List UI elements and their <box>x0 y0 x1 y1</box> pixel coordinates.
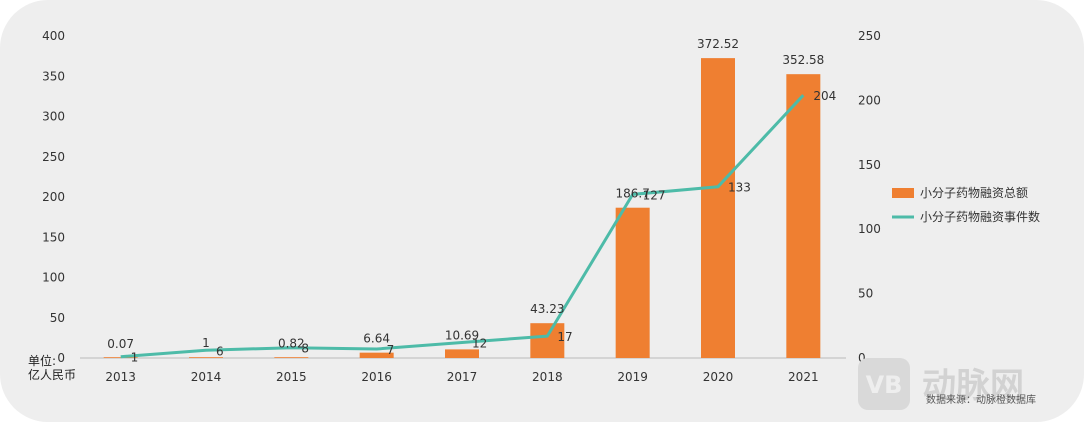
left-tick-label: 350 <box>42 69 65 83</box>
line-data-label: 17 <box>557 330 572 344</box>
x-tick-label: 2015 <box>276 370 307 384</box>
unit-label-line2: 亿人民币 <box>28 367 76 382</box>
x-tick-label: 2016 <box>361 370 392 384</box>
bar-data-label: 352.58 <box>782 53 824 67</box>
legend-line-label: 小分子药物融资事件数 <box>920 209 1040 224</box>
left-tick-label: 400 <box>42 29 65 43</box>
left-tick-label: 200 <box>42 190 65 204</box>
bar <box>786 74 821 359</box>
right-tick-label: 150 <box>858 158 881 172</box>
left-tick-label: 0 <box>57 351 65 365</box>
watermark-text: 动脉网 <box>922 366 1024 406</box>
watermark-logo-letters: VB <box>866 371 903 399</box>
bar-data-label: 372.52 <box>697 37 739 51</box>
bar-data-labels: 0.07 1 0.82 6.64 10.69 43.23 186.7 372.52 352.58 <box>107 37 824 351</box>
line-data-label: 127 <box>643 188 666 202</box>
right-tick-label: 50 <box>858 287 873 301</box>
bar-data-label: 10.69 <box>445 328 479 342</box>
left-tick-label: 100 <box>42 271 65 285</box>
left-tick-label: 150 <box>42 230 65 244</box>
line-data-label: 204 <box>813 89 836 103</box>
line-data-label: 7 <box>387 343 395 357</box>
x-tick-label: 2013 <box>105 370 136 384</box>
left-tick-label: 250 <box>42 150 65 164</box>
bar <box>701 58 735 358</box>
x-tick-label: 2018 <box>532 370 563 384</box>
left-tick-label: 50 <box>50 311 65 325</box>
legend: 小分子药物融资总额 小分子药物融资事件数 <box>892 186 1040 224</box>
x-tick-label: 2020 <box>703 370 734 384</box>
left-tick-label: 300 <box>42 110 65 124</box>
legend-bar-swatch <box>892 188 914 198</box>
right-tick-label: 250 <box>858 29 881 43</box>
x-tick-label: 2017 <box>447 370 478 384</box>
unit-label-line1: 单位: <box>28 353 56 368</box>
line-data-label: 133 <box>728 181 751 195</box>
bar <box>103 357 138 358</box>
bar-series <box>103 58 821 359</box>
bar <box>615 207 650 358</box>
bar-data-label: 0.07 <box>107 337 134 351</box>
bar-data-label: 0.82 <box>278 336 305 350</box>
line-data-label: 1 <box>131 351 139 365</box>
right-tick-label: 100 <box>858 222 881 236</box>
x-axis: 2013 2014 2015 2016 2017 2018 2019 2020 2021 <box>105 370 818 384</box>
watermark-logo-icon <box>858 358 910 410</box>
right-axis: 0 50 100 150 200 250 <box>858 29 881 365</box>
bar <box>274 357 309 358</box>
line-series <box>120 94 805 359</box>
x-tick-label: 2021 <box>788 370 819 384</box>
data-source: 数据来源：动脉橙数据库 <box>926 393 1036 406</box>
bar <box>189 357 223 358</box>
bar-data-label: 43.23 <box>530 302 564 316</box>
bar-data-label: 186.7 <box>615 187 649 201</box>
bar <box>530 323 565 358</box>
left-axis: 0 50 100 150 200 250 300 350 400 <box>42 29 65 365</box>
right-tick-label: 200 <box>858 93 881 107</box>
bar-data-label: 1 <box>202 336 210 350</box>
bar-data-label: 6.64 <box>363 332 390 346</box>
bar <box>359 352 394 358</box>
watermark: VB 动脉网 <box>858 358 1024 410</box>
line-data-label: 12 <box>472 337 487 351</box>
series-line <box>120 94 805 359</box>
right-tick-label: 0 <box>858 351 866 365</box>
line-data-label: 8 <box>301 342 309 356</box>
line-data-label: 6 <box>216 344 224 358</box>
x-tick-label: 2014 <box>191 370 222 384</box>
legend-bar-label: 小分子药物融资总额 <box>920 186 1028 200</box>
bar <box>445 349 479 358</box>
x-tick-label: 2019 <box>617 370 648 384</box>
